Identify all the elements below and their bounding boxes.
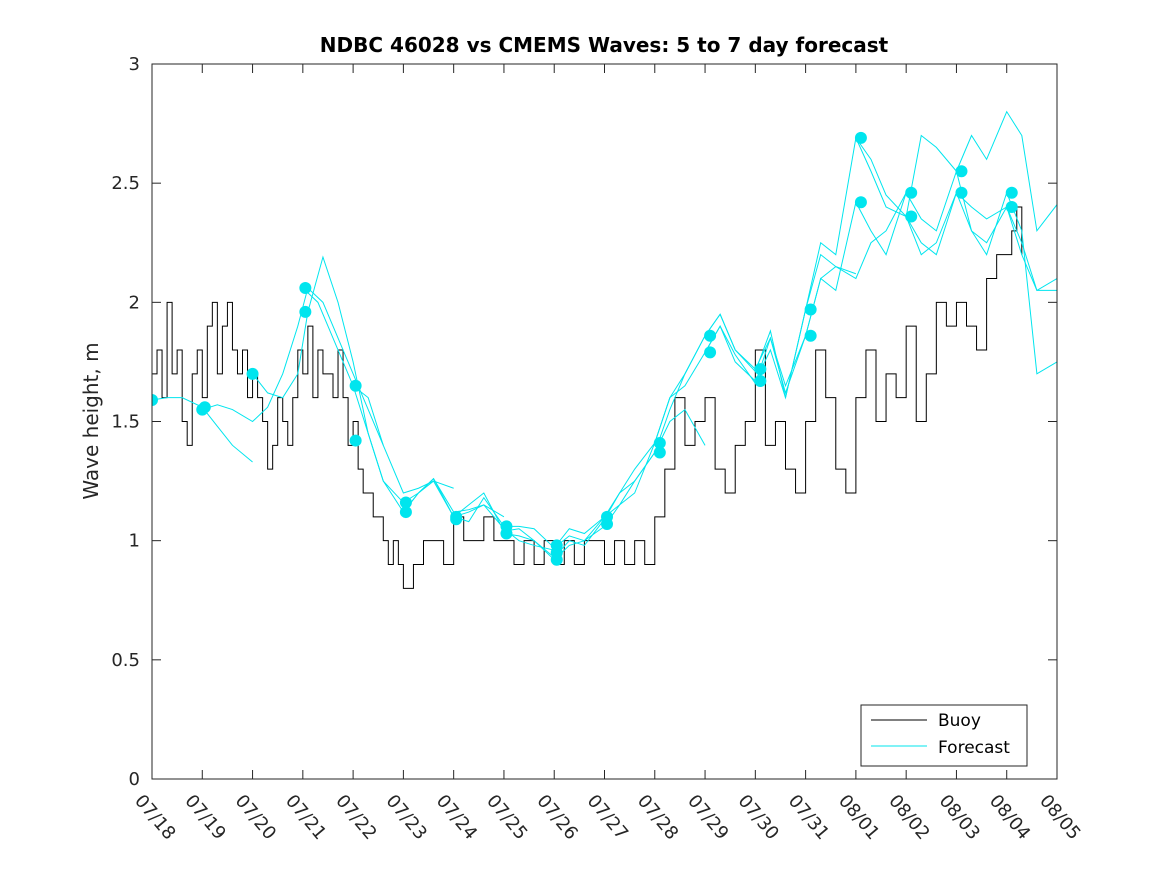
series-line-forecast — [905, 110, 1057, 233]
forecast-marker — [653, 446, 666, 459]
y-tick-label: 0.5 — [111, 650, 140, 671]
forecast-marker — [349, 379, 362, 392]
forecast-marker — [299, 305, 312, 318]
forecast-marker — [905, 186, 918, 199]
forecast-marker — [704, 346, 717, 359]
legend-label-buoy: Buoy — [938, 711, 981, 731]
y-tick-label: 1.5 — [111, 412, 140, 433]
legend-box — [860, 704, 1028, 767]
forecast-marker — [804, 303, 817, 316]
forecast-marker — [854, 131, 867, 144]
series-line-forecast — [202, 287, 384, 446]
forecast-marker — [754, 363, 767, 376]
forecast-marker — [399, 496, 412, 509]
y-tick-label: 0 — [129, 769, 140, 790]
forecast-marker — [1005, 201, 1018, 213]
y-axis-label: Wave height, m — [79, 342, 103, 499]
series-line-buoy — [152, 206, 1023, 589]
forecast-marker — [349, 434, 362, 447]
forecast-marker — [955, 165, 968, 178]
y-tick-label: 3 — [129, 54, 140, 75]
chart-title: NDBC 46028 vs CMEMS Waves: 5 to 7 day fo… — [320, 33, 889, 57]
forecast-marker — [299, 282, 312, 295]
series-line-forecast — [252, 255, 454, 504]
y-tick-label: 2 — [129, 292, 140, 313]
legend: Buoy Forecast — [860, 704, 1028, 767]
forecast-marker — [550, 553, 563, 566]
forecast-marker — [198, 401, 211, 414]
forecast-marker — [399, 506, 412, 519]
y-tick-label: 2.5 — [111, 173, 140, 194]
forecast-marker — [905, 210, 918, 223]
forecast-marker — [955, 186, 968, 199]
legend-label-forecast: Forecast — [938, 738, 1010, 758]
forecast-marker — [500, 527, 513, 540]
forecast-marker — [804, 329, 817, 342]
forecast-marker — [854, 196, 867, 209]
y-tick-label: 1 — [129, 531, 140, 552]
forecast-marker — [601, 517, 614, 530]
forecast-marker — [246, 367, 259, 380]
forecast-marker — [754, 374, 767, 387]
forecast-marker — [704, 329, 717, 342]
plot-area — [152, 110, 1057, 589]
forecast-marker — [450, 513, 463, 526]
forecast-marker — [653, 436, 666, 449]
y-axis: 0 0.5 1 1.5 2 2.5 3 — [111, 54, 1057, 790]
series-line-forecast — [1006, 206, 1057, 291]
forecast-marker — [1005, 186, 1018, 199]
forecast-marker — [152, 394, 158, 407]
